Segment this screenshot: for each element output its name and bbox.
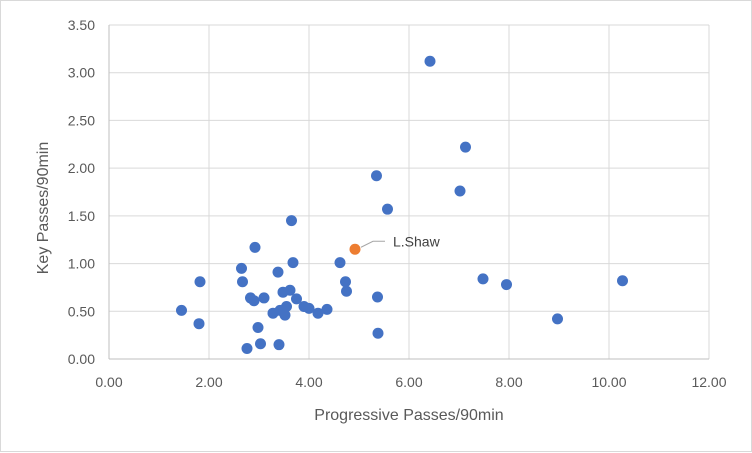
y-tick-label: 2.00 <box>68 160 95 176</box>
y-tick-label: 0.00 <box>68 351 95 367</box>
data-point <box>272 266 284 278</box>
data-point <box>279 309 291 321</box>
highlight-data-point <box>349 243 361 255</box>
data-point <box>303 302 315 314</box>
annotation-label: L.Shaw <box>393 233 441 249</box>
data-point <box>286 215 297 227</box>
x-axis-tick-labels: 0.00 2.00 4.00 6.00 8.00 10.00 12.00 <box>95 374 726 390</box>
data-point <box>382 203 393 215</box>
data-point <box>236 262 247 274</box>
data-point <box>454 185 466 197</box>
data-point <box>249 241 261 253</box>
data-point <box>424 55 436 67</box>
x-tick-label: 10.00 <box>591 374 626 390</box>
data-point <box>237 276 248 288</box>
data-point <box>460 141 471 153</box>
annotation-leader-line <box>360 240 385 248</box>
gridlines <box>109 24 710 359</box>
x-tick-label: 2.00 <box>195 374 222 390</box>
data-point <box>372 291 383 303</box>
y-tick-label: 1.00 <box>68 256 95 272</box>
y-axis-title: Key Passes/90min <box>35 142 52 275</box>
x-axis-title: Progressive Passes/90min <box>314 407 503 424</box>
data-point <box>340 276 351 288</box>
x-tick-label: 6.00 <box>395 374 422 390</box>
x-tick-label: 12.00 <box>691 374 726 390</box>
y-tick-label: 1.50 <box>68 208 95 224</box>
y-axis-tick-labels: 0.00 0.50 1.00 1.50 2.00 2.50 3.00 3.50 <box>68 17 95 367</box>
data-point <box>284 284 296 296</box>
data-point <box>477 273 489 285</box>
y-tick-label: 3.50 <box>68 17 95 33</box>
data-point <box>291 293 302 305</box>
x-tick-label: 0.00 <box>95 374 122 390</box>
x-tick-label: 8.00 <box>495 374 522 390</box>
data-points <box>176 55 628 355</box>
data-point <box>334 257 346 269</box>
y-tick-label: 3.00 <box>68 65 95 81</box>
data-point <box>321 303 333 315</box>
data-point <box>501 279 512 291</box>
y-tick-label: 2.50 <box>68 112 95 128</box>
data-point <box>176 304 187 316</box>
annotations: L.Shaw <box>360 233 441 249</box>
x-tick-label: 4.00 <box>295 374 322 390</box>
axes <box>108 25 709 360</box>
data-point <box>341 285 352 297</box>
data-point <box>312 307 324 319</box>
data-point <box>371 170 382 182</box>
data-point <box>372 327 384 339</box>
data-point <box>617 275 628 287</box>
data-point <box>194 276 206 288</box>
data-point <box>552 313 563 325</box>
data-point <box>248 295 260 307</box>
data-point <box>287 257 299 269</box>
data-point <box>241 343 253 355</box>
data-point <box>273 339 285 351</box>
data-point <box>252 322 264 334</box>
y-tick-label: 0.50 <box>68 303 95 319</box>
data-point <box>193 318 205 330</box>
data-point <box>258 292 270 304</box>
data-point <box>255 338 266 350</box>
data-point <box>281 301 292 313</box>
